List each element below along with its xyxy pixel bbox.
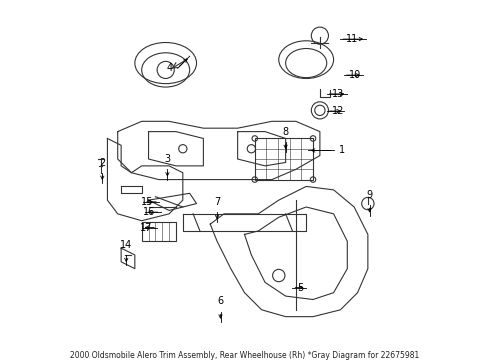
Text: 10: 10 <box>348 70 361 80</box>
Text: 11: 11 <box>345 34 357 44</box>
Text: 5: 5 <box>297 283 303 293</box>
Bar <box>254 139 312 180</box>
Text: 16: 16 <box>143 207 155 217</box>
Text: 2: 2 <box>99 158 105 168</box>
Text: 2000 Oldsmobile Alero Trim Assembly, Rear Wheelhouse (Rh) *Gray Diagram for 2267: 2000 Oldsmobile Alero Trim Assembly, Rea… <box>70 351 418 360</box>
Text: 7: 7 <box>214 197 220 207</box>
Text: 4: 4 <box>166 63 172 73</box>
Bar <box>142 222 176 241</box>
Text: 9: 9 <box>366 190 372 200</box>
Text: 14: 14 <box>120 240 132 250</box>
Text: 13: 13 <box>331 89 344 99</box>
Text: 15: 15 <box>141 197 153 207</box>
Text: 12: 12 <box>331 106 344 116</box>
Text: 1: 1 <box>338 145 344 156</box>
Text: 17: 17 <box>139 222 152 233</box>
Text: 3: 3 <box>164 154 170 164</box>
Text: 6: 6 <box>217 296 223 306</box>
Text: 8: 8 <box>282 127 288 137</box>
